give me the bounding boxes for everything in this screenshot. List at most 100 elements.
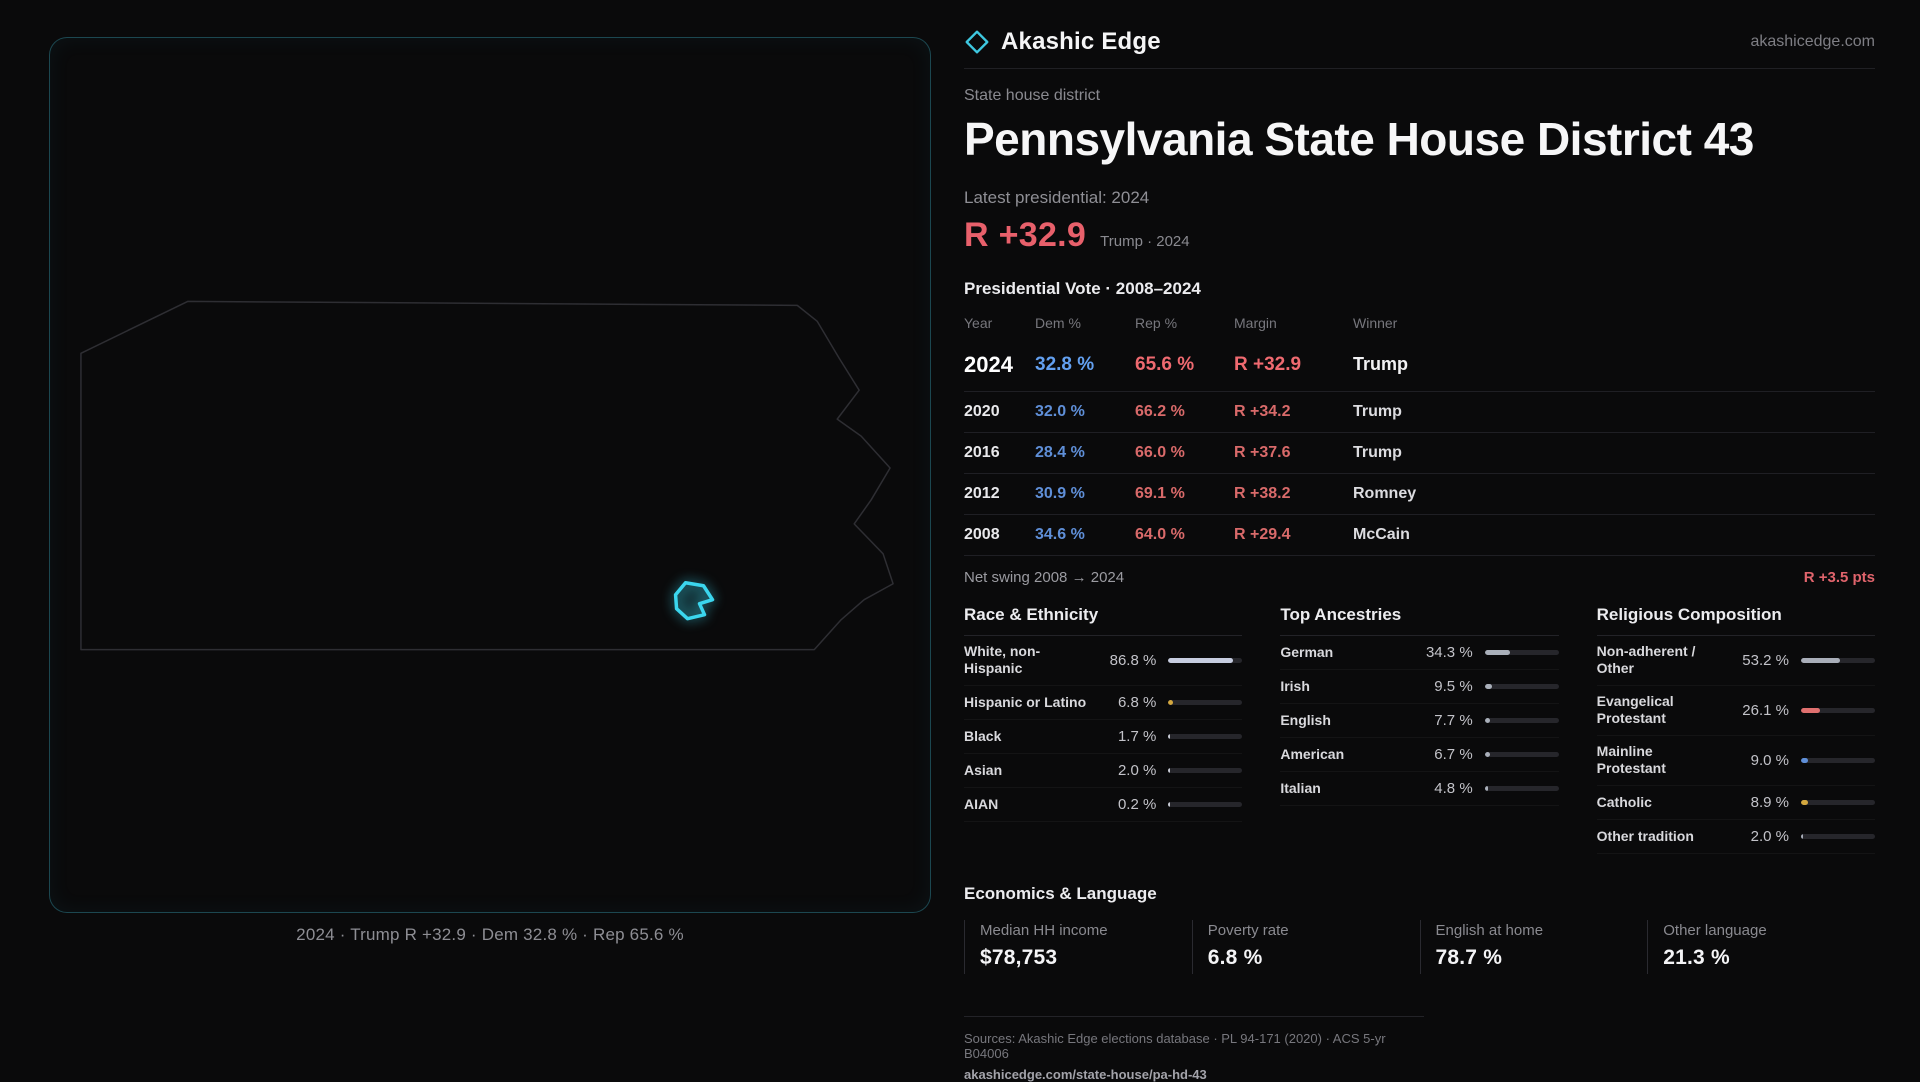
- demo-label: Non-adherent / Other: [1596, 642, 1696, 677]
- vote-margin: R +38.2: [1234, 484, 1291, 502]
- demo-label: Other tradition: [1596, 827, 1694, 844]
- demo-bar-fill: [1801, 799, 1808, 805]
- vote-dem: 34.6 %: [1035, 525, 1085, 543]
- vote-table-header: Year Dem % Rep % Margin Winner: [964, 315, 1875, 339]
- demo-label: Evangelical Protestant: [1596, 692, 1674, 727]
- demo-label: Hispanic or Latino: [964, 693, 1087, 710]
- demo-bar-fill: [1168, 733, 1171, 739]
- vote-dem: 32.0 %: [1035, 402, 1085, 420]
- demo-value: 8.9 %: [1750, 793, 1789, 811]
- stat-label: Poverty rate: [1207, 921, 1289, 939]
- demo-bar-track: [1168, 801, 1243, 807]
- vote-winner: Trump: [1353, 443, 1402, 461]
- demo-value: 26.1 %: [1742, 701, 1789, 719]
- district-highlight: [673, 581, 715, 621]
- district-kicker: State house district: [964, 87, 1101, 104]
- col-dem: Dem %: [1035, 314, 1081, 331]
- demo-row: Evangelical Protestant 26.1 %: [1596, 686, 1875, 736]
- demo-column: Top Ancestries German 34.3 % Irish 9.5 % Engl…: [1280, 605, 1559, 854]
- col-margin: Margin: [1234, 314, 1277, 331]
- demo-row: Asian 2.0 %: [964, 754, 1243, 788]
- demo-bar-fill: [1484, 717, 1491, 723]
- stat-value: 6.8 %: [1207, 945, 1263, 969]
- economics-title: Economics & Language: [964, 883, 1157, 903]
- permalink: akashicedge.com/state-house/pa-hd-43: [964, 1066, 1207, 1082]
- col-winner: Winner: [1353, 314, 1398, 331]
- map-caption: 2024 · Trump R +32.9 · Dem 32.8 % · Rep …: [296, 925, 684, 944]
- demo-row: AIAN 0.2 %: [964, 788, 1243, 822]
- brand-name: Akashic Edge: [1001, 28, 1161, 55]
- net-swing-label: Net swing 2008 → 2024: [964, 568, 1125, 586]
- demo-bar-track: [1484, 751, 1559, 757]
- demo-row: English 7.7 %: [1280, 704, 1559, 738]
- demo-row: American 6.7 %: [1280, 738, 1559, 772]
- stat-cell: Poverty rate 6.8 %: [1191, 919, 1420, 974]
- stat-cell: English at home 78.7 %: [1419, 919, 1648, 974]
- footer: Sources: Akashic Edge elections database…: [964, 1015, 1424, 1082]
- vote-margin: R +32.9: [1234, 353, 1302, 375]
- demo-label: English: [1280, 711, 1331, 728]
- demo-value: 53.2 %: [1742, 651, 1789, 669]
- demo-row: Non-adherent / Other 53.2 %: [1596, 636, 1875, 686]
- demo-bar-fill: [1168, 767, 1171, 773]
- headline-margin-value: R +32.9: [964, 215, 1087, 254]
- demo-bar-fill: [1484, 785, 1489, 791]
- demo-column-title: Race & Ethnicity: [964, 605, 1243, 636]
- demo-label: American: [1280, 745, 1345, 762]
- demo-bar-fill: [1168, 657, 1233, 663]
- demo-bar-fill: [1801, 757, 1808, 763]
- vote-row-2012: 2012 30.9 % 69.1 % R +38.2 Romney: [964, 474, 1875, 515]
- page-title: Pennsylvania State House District 43: [964, 113, 1754, 165]
- diamond-logo-icon: [965, 30, 989, 54]
- demo-bar-track: [1801, 833, 1875, 839]
- demo-bar-fill: [1801, 707, 1821, 713]
- headline-margin-row: R +32.9 Trump · 2024: [964, 216, 1875, 255]
- headline-margin-note: Trump · 2024: [1100, 232, 1190, 250]
- map-panel: [49, 37, 931, 913]
- demo-value: 9.0 %: [1750, 751, 1789, 769]
- demo-bar-track: [1801, 657, 1875, 663]
- demo-bar-track: [1801, 707, 1875, 713]
- demo-label: Asian: [964, 761, 1003, 778]
- vote-winner: Trump: [1353, 354, 1409, 375]
- demo-value: 4.8 %: [1434, 779, 1473, 797]
- demo-value: 0.2 %: [1117, 795, 1157, 813]
- demo-label: Mainline Protestant: [1596, 742, 1666, 777]
- brand-header: Akashic Edge akashicedge.com: [964, 28, 1875, 69]
- stat-label: Median HH income: [980, 921, 1108, 939]
- vote-margin: R +34.2: [1234, 402, 1291, 420]
- demo-bar-fill: [1484, 683, 1492, 689]
- net-swing-row: Net swing 2008 → 2024 R +3.5 pts: [964, 556, 1875, 599]
- demo-bar-fill: [1168, 801, 1171, 807]
- demo-bar-fill: [1168, 699, 1174, 705]
- demo-value: 1.7 %: [1117, 727, 1157, 745]
- vote-winner: McCain: [1353, 525, 1410, 543]
- sources-line: Sources: Akashic Edge elections database…: [964, 1030, 1386, 1061]
- demo-bar-track: [1484, 649, 1559, 655]
- brand-domain: akashicedge.com: [1750, 33, 1875, 50]
- demo-bar-track: [1168, 699, 1243, 705]
- col-year: Year: [964, 314, 993, 331]
- vote-table-title: Presidential Vote · 2008–2024: [964, 278, 1201, 298]
- demo-bar-track: [1484, 683, 1559, 689]
- latest-presidential-label: Latest presidential: 2024: [964, 187, 1150, 207]
- vote-rep: 64.0 %: [1135, 525, 1185, 543]
- demo-value: 2.0 %: [1117, 761, 1157, 779]
- demo-bar-track: [1801, 757, 1875, 763]
- demo-label: AIAN: [964, 795, 999, 812]
- col-rep: Rep %: [1135, 314, 1178, 331]
- demo-value: 6.7 %: [1434, 745, 1473, 763]
- demo-label: White, non-Hispanic: [964, 642, 1041, 677]
- vote-margin: R +29.4: [1234, 525, 1291, 543]
- demo-label: Catholic: [1596, 793, 1652, 810]
- demo-row: Italian 4.8 %: [1280, 772, 1559, 806]
- demo-value: 7.7 %: [1434, 711, 1473, 729]
- demo-row: Irish 9.5 %: [1280, 670, 1559, 704]
- demographics-section: Race & Ethnicity White, non-Hispanic 86.8 …: [964, 605, 1875, 854]
- demo-column: Race & Ethnicity White, non-Hispanic 86.8 …: [964, 605, 1243, 854]
- vote-dem: 30.9 %: [1035, 484, 1085, 502]
- vote-row-2008: 2008 34.6 % 64.0 % R +29.4 McCain: [964, 515, 1875, 556]
- demo-bar-fill: [1801, 657, 1841, 663]
- demo-row: Other tradition 2.0 %: [1596, 820, 1875, 854]
- demo-bar-fill: [1484, 649, 1511, 655]
